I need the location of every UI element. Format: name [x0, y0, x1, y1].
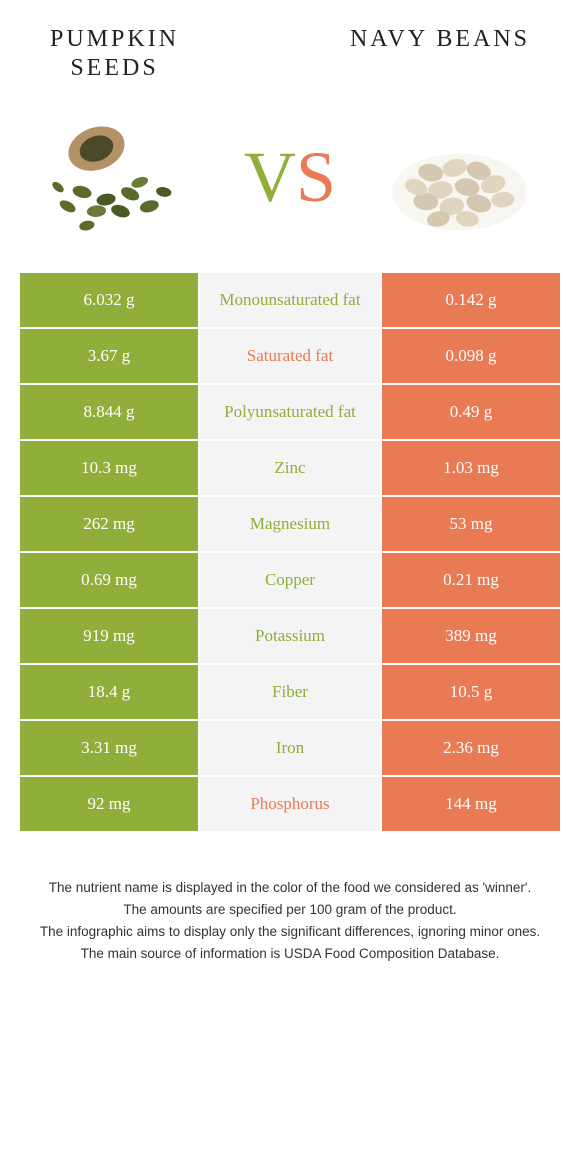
table-row: 18.4 gFiber10.5 g	[20, 665, 560, 721]
footer-notes: The nutrient name is displayed in the co…	[0, 833, 580, 997]
right-value: 0.098 g	[380, 329, 560, 383]
footer-line: The nutrient name is displayed in the co…	[30, 878, 550, 898]
vs-section: VS	[0, 93, 580, 273]
vs-v: V	[244, 137, 296, 217]
table-row: 92 mgPhosphorus144 mg	[20, 777, 560, 833]
footer-line: The amounts are specified per 100 gram o…	[30, 900, 550, 920]
nutrient-label: Saturated fat	[200, 329, 380, 383]
left-value: 3.67 g	[20, 329, 200, 383]
table-row: 8.844 gPolyunsaturated fat0.49 g	[20, 385, 560, 441]
nutrient-label: Iron	[200, 721, 380, 775]
nutrient-label: Polyunsaturated fat	[200, 385, 380, 439]
table-row: 10.3 mgZinc1.03 mg	[20, 441, 560, 497]
footer-line: The infographic aims to display only the…	[30, 922, 550, 942]
left-value: 92 mg	[20, 777, 200, 831]
right-value: 1.03 mg	[380, 441, 560, 495]
left-value: 262 mg	[20, 497, 200, 551]
right-value: 0.49 g	[380, 385, 560, 439]
comparison-table: 6.032 gMonounsaturated fat0.142 g3.67 gS…	[20, 273, 560, 833]
right-value: 10.5 g	[380, 665, 560, 719]
pumpkin-seeds-image	[40, 113, 200, 243]
nutrient-label: Fiber	[200, 665, 380, 719]
left-food-title: PUMPKIN SEEDS	[50, 25, 179, 83]
vs-label: VS	[244, 136, 336, 219]
table-row: 919 mgPotassium389 mg	[20, 609, 560, 665]
right-value: 144 mg	[380, 777, 560, 831]
table-row: 3.67 gSaturated fat0.098 g	[20, 329, 560, 385]
left-value: 0.69 mg	[20, 553, 200, 607]
table-row: 6.032 gMonounsaturated fat0.142 g	[20, 273, 560, 329]
table-row: 262 mgMagnesium53 mg	[20, 497, 560, 553]
nutrient-label: Copper	[200, 553, 380, 607]
navy-beans-image	[380, 113, 540, 243]
table-row: 0.69 mgCopper0.21 mg	[20, 553, 560, 609]
right-value: 389 mg	[380, 609, 560, 663]
nutrient-label: Potassium	[200, 609, 380, 663]
footer-line: The main source of information is USDA F…	[30, 944, 550, 964]
left-value: 8.844 g	[20, 385, 200, 439]
vs-s: S	[296, 137, 336, 217]
right-value: 2.36 mg	[380, 721, 560, 775]
right-value: 0.142 g	[380, 273, 560, 327]
header: PUMPKIN SEEDS NAVY BEANS	[0, 0, 580, 93]
left-value: 18.4 g	[20, 665, 200, 719]
nutrient-label: Monounsaturated fat	[200, 273, 380, 327]
right-value: 53 mg	[380, 497, 560, 551]
nutrient-label: Magnesium	[200, 497, 380, 551]
right-food-title: NAVY BEANS	[350, 25, 530, 83]
nutrient-label: Zinc	[200, 441, 380, 495]
right-value: 0.21 mg	[380, 553, 560, 607]
table-row: 3.31 mgIron2.36 mg	[20, 721, 560, 777]
left-value: 3.31 mg	[20, 721, 200, 775]
left-value: 10.3 mg	[20, 441, 200, 495]
left-value: 6.032 g	[20, 273, 200, 327]
left-value: 919 mg	[20, 609, 200, 663]
nutrient-label: Phosphorus	[200, 777, 380, 831]
